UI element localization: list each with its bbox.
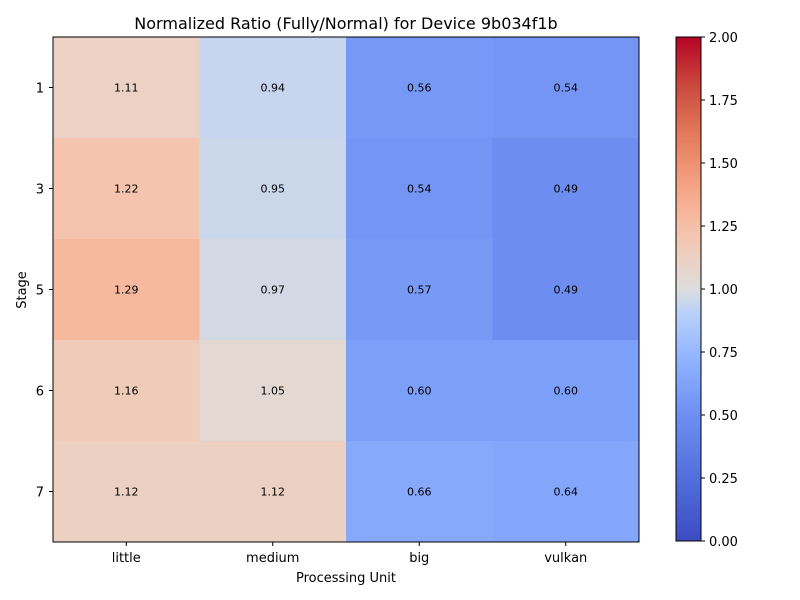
x-axis-title: Processing Unit <box>296 571 396 586</box>
cell-value-label: 0.64 <box>554 486 579 499</box>
cell-value-label: 1.29 <box>114 284 139 297</box>
heatmap-cells <box>53 37 640 543</box>
cell-value-label: 1.12 <box>261 486 286 499</box>
colorbar-tick-label: 0.75 <box>709 346 738 361</box>
cell-value-label: 0.60 <box>554 385 579 398</box>
cell-value-label: 0.97 <box>261 284 286 297</box>
cell-value-label: 0.54 <box>407 183 432 196</box>
colorbar-gradient <box>676 37 701 541</box>
cell-value-label: 0.56 <box>407 82 432 95</box>
cell-value-label: 0.49 <box>554 284 579 297</box>
y-tick-label: 5 <box>36 284 44 299</box>
cell-value-label: 0.94 <box>261 82 286 95</box>
x-tick-label: medium <box>246 551 299 566</box>
colorbar-tick-label: 1.25 <box>709 220 738 235</box>
colorbar-tick-label: 0.50 <box>709 409 738 424</box>
cell-value-label: 1.11 <box>114 82 139 95</box>
y-tick-label: 3 <box>36 183 44 198</box>
cell-value-label: 0.60 <box>407 385 432 398</box>
colorbar-tick-label: 0.00 <box>709 535 738 550</box>
colorbar-tick-label: 1.75 <box>709 94 738 109</box>
y-axis-title: Stage <box>15 271 30 309</box>
x-tick-label: big <box>409 551 429 566</box>
cell-value-label: 0.95 <box>261 183 286 196</box>
chart-title: Normalized Ratio (Fully/Normal) for Devi… <box>134 14 557 33</box>
cell-value-label: 1.05 <box>261 385 286 398</box>
cell-value-label: 0.54 <box>554 82 579 95</box>
colorbar-tick-label: 0.25 <box>709 472 738 487</box>
y-tick-label: 1 <box>36 82 44 97</box>
cell-value-label: 0.57 <box>407 284 432 297</box>
colorbar-tick-label: 1.50 <box>709 157 738 172</box>
cell-value-label: 0.66 <box>407 486 432 499</box>
colorbar-tick-label: 2.00 <box>709 31 738 46</box>
y-tick-label: 7 <box>36 486 44 501</box>
cell-value-label: 1.12 <box>114 486 139 499</box>
y-axis-ticks: 1 3 5 6 7 <box>36 82 53 501</box>
colorbar: 0.00 0.25 0.50 0.75 1.00 1.25 1.50 1.75 2.00 <box>676 31 738 550</box>
colorbar-tick-label: 1.00 <box>709 283 738 298</box>
x-axis-ticks: little medium big vulkan <box>112 542 588 566</box>
cell-value-label: 0.49 <box>554 183 579 196</box>
cell-value-label: 1.16 <box>114 385 139 398</box>
cell-value-label: 1.22 <box>114 183 139 196</box>
y-tick-label: 6 <box>36 385 44 400</box>
x-tick-label: vulkan <box>544 551 587 566</box>
x-tick-label: little <box>112 551 141 566</box>
